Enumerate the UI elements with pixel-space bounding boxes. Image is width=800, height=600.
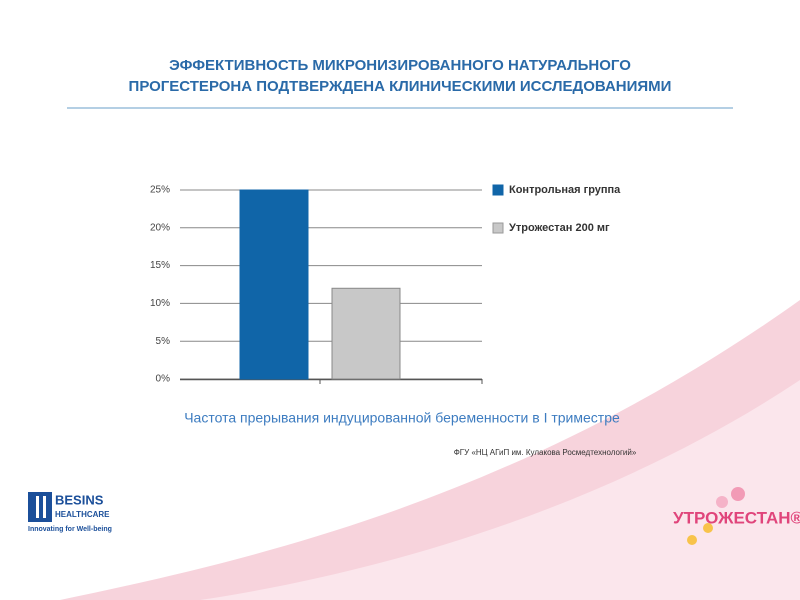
logo-dot bbox=[731, 487, 745, 501]
logo-icon bbox=[43, 496, 46, 518]
subtitle: Частота прерывания индуцированной береме… bbox=[184, 410, 620, 426]
title-line: ПРОГЕСТЕРОНА ПОДТВЕРЖДЕНА КЛИНИЧЕСКИМИ И… bbox=[129, 78, 672, 95]
y-tick-label: 15% bbox=[150, 260, 170, 271]
product-logo: УТРОЖЕСТАН® bbox=[673, 487, 800, 545]
logo-text: BESINS bbox=[55, 492, 104, 507]
logo-text: УТРОЖЕСТАН® bbox=[673, 508, 800, 527]
legend-swatch bbox=[492, 222, 504, 234]
legend-swatch bbox=[492, 184, 504, 196]
pink-swoosh-light bbox=[200, 380, 800, 600]
logo-dot bbox=[687, 535, 697, 545]
logo-dot bbox=[703, 523, 713, 533]
y-tick-label: 5% bbox=[156, 336, 171, 347]
y-tick-label: 0% bbox=[156, 374, 171, 385]
legend-label: Контрольная группа bbox=[509, 184, 621, 196]
logo-dot bbox=[716, 496, 728, 508]
chart: 0% 5% 10% 15% 20% 25% Контрольная группа Утроже… bbox=[150, 184, 621, 385]
legend-label: Утрожестан 200 мг bbox=[509, 222, 610, 234]
y-tick-label: 25% bbox=[150, 185, 170, 196]
y-tick-label: 20% bbox=[150, 222, 170, 233]
logo-icon bbox=[28, 492, 52, 522]
logo-icon bbox=[36, 496, 39, 518]
source: ФГУ «НЦ АГиП им. Кулакова Росмедтехнолог… bbox=[454, 448, 637, 457]
logo-text: HEALTHCARE bbox=[55, 510, 110, 519]
y-tick-label: 10% bbox=[150, 298, 170, 309]
besins-logo: BESINS HEALTHCARE Innovating for Well-be… bbox=[28, 492, 112, 533]
bar bbox=[239, 189, 309, 380]
bar bbox=[331, 287, 401, 380]
title-line: ЭФФЕКТИВНОСТЬ МИКРОНИЗИРОВАННОГО НАТУРАЛ… bbox=[169, 57, 631, 74]
logo-tagline: Innovating for Well-being bbox=[28, 526, 112, 533]
